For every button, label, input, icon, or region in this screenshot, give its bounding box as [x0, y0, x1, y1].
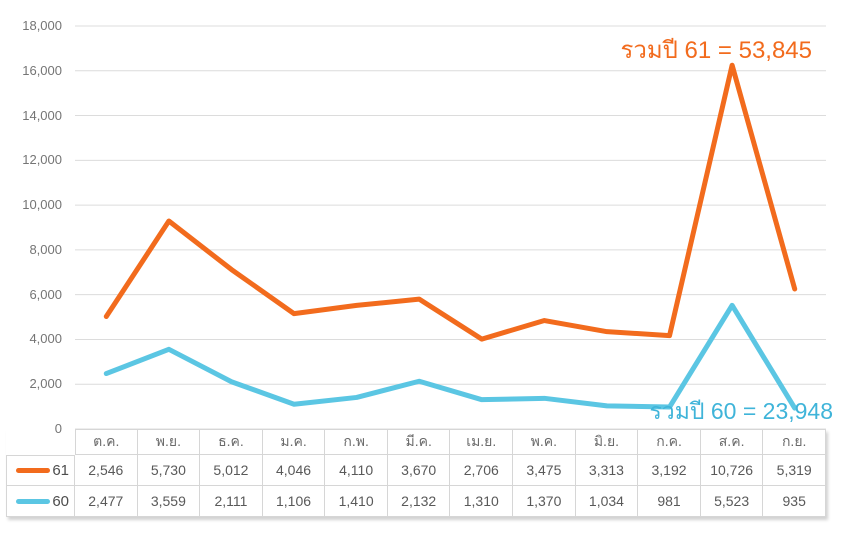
data-table: ต.ค. พ.ย. ธ.ค. ม.ค. ก.พ. มี.ค. เม.ย. พ.ค. มิ.ย. ก…	[6, 429, 826, 517]
legend-cell-60: 60	[6, 486, 75, 517]
y-axis-tick-label: 12,000	[22, 152, 62, 168]
table-corner-cell	[6, 429, 75, 455]
annotation-total-61: รวมปี 61 = 53,845	[620, 37, 812, 64]
table-cell: 5,730	[137, 455, 201, 486]
annotation-total-60: รวมปี 60 = 23,948	[649, 398, 833, 424]
table-cell: 2,477	[75, 486, 138, 517]
table-cell: 1,310	[450, 486, 514, 517]
table-header-cell: ก.ย.	[763, 429, 826, 455]
table-header-cell: ก.ค.	[638, 429, 701, 455]
y-axis-tick-label: 16,000	[22, 62, 62, 78]
table-cell: 3,670	[387, 455, 451, 486]
table-cell: 4,046	[262, 455, 326, 486]
table-header-cell: พ.ย.	[137, 429, 201, 455]
table-cell: 3,192	[638, 455, 701, 486]
series-line-60	[103, 302, 798, 411]
table-header-cell: มิ.ย.	[575, 429, 639, 455]
table-cell: 10,726	[700, 455, 764, 486]
y-axis-tick-label: 0	[54, 421, 62, 436]
table-cell: 3,559	[137, 486, 201, 517]
table-cell: 1,106	[262, 486, 326, 517]
y-axis-tick-label: 10,000	[22, 197, 62, 213]
y-axis-tick-label: 2,000	[29, 376, 62, 392]
y-axis-tick-label: 18,000	[22, 18, 62, 33]
table-cell: 981	[638, 486, 701, 517]
table-header-cell: พ.ค.	[513, 429, 576, 455]
table-cell: 2,706	[450, 455, 514, 486]
table-header-cell: ม.ค.	[262, 429, 326, 455]
table-cell: 2,111	[200, 486, 263, 517]
legend-swatch-61	[16, 468, 51, 473]
table-cell: 935	[763, 486, 826, 517]
table-cell: 1,034	[575, 486, 639, 517]
table-header-cell: เม.ย.	[450, 429, 514, 455]
table-cell: 1,370	[513, 486, 576, 517]
table-cell: 2,546	[75, 455, 138, 486]
table-cell: 1,410	[325, 486, 388, 517]
legend-cell-61: 61	[6, 455, 75, 486]
table-cell: 4,110	[325, 455, 388, 486]
table-cell: 5,012	[200, 455, 263, 486]
series-line-61	[103, 62, 798, 342]
y-axis-tick-label: 6,000	[29, 286, 62, 302]
table-header-cell: ต.ค.	[75, 429, 138, 455]
table-header-cell: มี.ค.	[387, 429, 451, 455]
table-cell: 5,523	[700, 486, 764, 517]
table-cell: 3,313	[575, 455, 639, 486]
legend-label: 60	[52, 492, 69, 510]
table-cell: 3,475	[513, 455, 576, 486]
table-cell: 5,319	[763, 455, 826, 486]
table-cell: 2,132	[387, 486, 451, 517]
y-axis-tick-label: 14,000	[22, 107, 62, 123]
legend-swatch-60	[16, 498, 51, 504]
legend-label: 61	[52, 462, 69, 479]
table-header-cell: ก.พ.	[325, 429, 388, 455]
table-header-cell: ส.ค.	[700, 429, 764, 455]
table-header-cell: ธ.ค.	[200, 429, 263, 455]
y-axis-tick-label: 8,000	[29, 241, 62, 257]
y-axis-tick-label: 4,000	[29, 331, 62, 347]
